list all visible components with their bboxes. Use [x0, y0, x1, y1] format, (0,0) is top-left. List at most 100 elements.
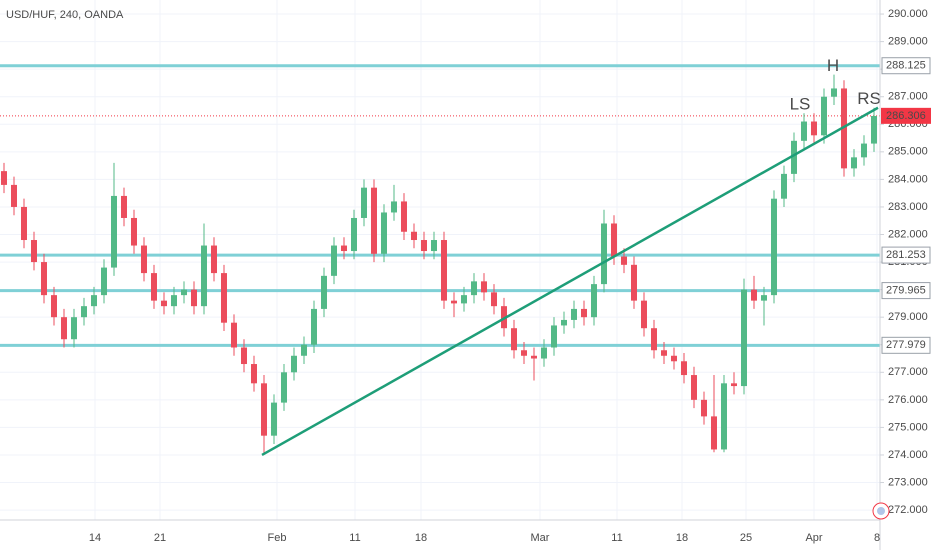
annotation: LS	[790, 94, 811, 113]
candle-body	[21, 206, 27, 241]
candle-body	[871, 116, 877, 144]
candle-body	[261, 383, 267, 436]
last-price-box	[881, 107, 931, 124]
candle-body	[111, 195, 117, 268]
candle-body	[771, 198, 777, 296]
candle-body	[591, 284, 597, 318]
y-tick-label: 283.000	[888, 201, 928, 213]
y-tick-label: 272.000	[888, 504, 928, 516]
candle-body	[721, 383, 727, 450]
candle-body	[281, 372, 287, 403]
candle-body	[121, 195, 127, 218]
annotation: RS	[857, 89, 881, 108]
candle-body	[441, 240, 447, 301]
candle-body	[31, 240, 37, 263]
x-tick-label: Mar	[531, 532, 550, 544]
x-tick-label: 8	[874, 532, 880, 544]
candle-body	[361, 187, 367, 218]
y-tick-label: 274.000	[888, 449, 928, 461]
candle-body	[621, 256, 627, 265]
candle-body	[541, 347, 547, 359]
candle-body	[201, 245, 207, 307]
candle-body	[491, 292, 497, 307]
y-tick-label: 277.000	[888, 366, 928, 378]
candle-body	[61, 317, 67, 340]
candle-body	[521, 350, 527, 356]
candle-body	[291, 355, 297, 373]
x-tick-label: 18	[415, 532, 427, 544]
candle-body	[711, 416, 717, 450]
plot-area: H LS RS	[0, 56, 881, 457]
candle-body	[161, 300, 167, 307]
candle-body	[301, 344, 307, 356]
x-tick-label: Apr	[805, 532, 822, 544]
chart-title: USD/HUF, 240, OANDA	[6, 9, 124, 21]
candle-body	[391, 201, 397, 213]
candle-body	[1, 171, 7, 185]
candle-body	[581, 308, 587, 318]
candle-body	[851, 157, 857, 169]
candle-body	[381, 212, 387, 254]
y-tick-label: 285.000	[888, 146, 928, 158]
candle-body	[251, 364, 257, 384]
candle-body	[571, 308, 577, 320]
annotation: H	[827, 56, 839, 75]
candle-body	[511, 328, 517, 351]
candle-body	[821, 96, 827, 136]
candle-body	[611, 223, 617, 257]
y-tick-label: 282.000	[888, 228, 928, 240]
candle-body	[861, 143, 867, 158]
candle-body	[841, 88, 847, 169]
candle-body	[411, 231, 417, 241]
level-label-box	[881, 57, 931, 75]
candle-body	[171, 295, 177, 307]
candle-body	[151, 273, 157, 301]
candle-body	[681, 361, 687, 376]
candle-body	[831, 88, 837, 97]
candle-body	[241, 347, 247, 365]
candle-body	[371, 187, 377, 254]
candle-body	[801, 121, 807, 141]
candle-body	[11, 184, 17, 207]
x-tick-label: 11	[349, 532, 360, 544]
candle-body	[811, 121, 817, 136]
candle-body	[461, 295, 467, 304]
candle-body	[191, 289, 197, 307]
candle-body	[311, 308, 317, 345]
x-tick-label: 11	[611, 532, 622, 544]
candle-body	[141, 245, 147, 274]
candle-body	[221, 273, 227, 323]
y-tick-label: 289.000	[888, 36, 928, 48]
y-tick-label: 275.000	[888, 421, 928, 433]
candle-body	[91, 295, 97, 307]
level-label: 279.965	[886, 284, 926, 296]
candle-body	[531, 355, 537, 359]
candle-body	[341, 245, 347, 252]
candle-body	[81, 306, 87, 318]
candle-body	[101, 267, 107, 296]
x-tick-label: 25	[740, 532, 752, 544]
candle-body	[781, 173, 787, 199]
candle-body	[321, 275, 327, 309]
candle-body	[601, 223, 607, 285]
candle-body	[51, 295, 57, 318]
candle-body	[451, 300, 457, 304]
candle-body	[181, 289, 187, 296]
candle-body	[651, 328, 657, 351]
candle-body	[551, 325, 557, 348]
candle-body	[691, 375, 697, 400]
candle-body	[641, 300, 647, 329]
candle-body	[131, 217, 137, 246]
candle-body	[751, 289, 757, 301]
y-tick-label: 276.000	[888, 394, 928, 406]
x-tick-label: 21	[154, 532, 166, 544]
y-tick-label: 286.000	[888, 118, 928, 130]
candle-body	[701, 399, 707, 417]
candle-body	[421, 240, 427, 252]
candle-body	[631, 264, 637, 301]
candle-body	[731, 383, 737, 387]
trendline	[261, 106, 879, 457]
candle-body	[351, 217, 357, 252]
